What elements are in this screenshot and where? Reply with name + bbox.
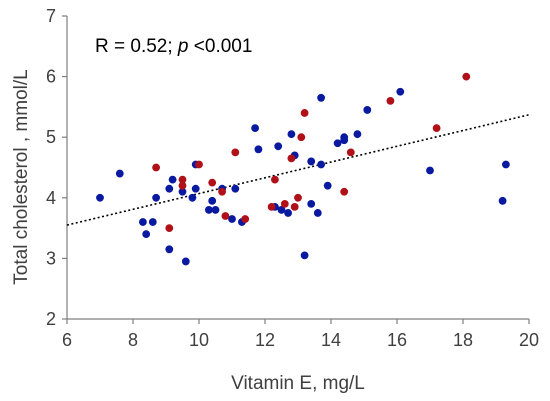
data-point-series-1 bbox=[188, 193, 197, 202]
data-point-series-2 bbox=[221, 212, 230, 220]
data-point-series-1 bbox=[178, 187, 187, 196]
data-point-series-1 bbox=[254, 145, 263, 154]
data-point-series-1 bbox=[142, 230, 151, 239]
data-point-series-1 bbox=[251, 124, 259, 133]
y-tick-label: 7 bbox=[46, 6, 56, 26]
y-axis-title: Total cholesterol , mmol/L bbox=[11, 69, 32, 284]
x-tick-label: 6 bbox=[62, 330, 72, 350]
data-point-series-2 bbox=[152, 163, 161, 172]
data-point-series-2 bbox=[462, 72, 471, 81]
data-point-series-1 bbox=[317, 93, 325, 102]
data-point-series-1 bbox=[165, 184, 174, 193]
data-point-series-1 bbox=[396, 87, 405, 96]
data-point-series-1 bbox=[205, 206, 213, 214]
data-points bbox=[96, 72, 510, 266]
data-point-series-2 bbox=[287, 154, 296, 163]
data-point-series-1 bbox=[307, 199, 316, 208]
data-point-series-2 bbox=[178, 181, 187, 190]
annotation-suffix: <0.001 bbox=[189, 36, 253, 57]
data-point-series-1 bbox=[208, 196, 217, 205]
x-tick-label: 12 bbox=[255, 330, 275, 350]
data-point-series-1 bbox=[317, 160, 325, 169]
data-point-series-2 bbox=[178, 175, 187, 184]
y-axis-ticks: 2 3 4 5 6 7 bbox=[46, 6, 67, 329]
y-tick-label: 6 bbox=[46, 67, 56, 87]
x-tick-label: 8 bbox=[128, 330, 138, 350]
data-point-series-1 bbox=[323, 181, 332, 190]
data-point-series-1 bbox=[168, 175, 177, 184]
data-point-series-2 bbox=[432, 124, 441, 133]
data-point-series-1 bbox=[152, 193, 161, 202]
data-point-series-1 bbox=[228, 215, 236, 223]
data-point-series-2 bbox=[271, 175, 279, 184]
annotation-prefix: R = 0.52; bbox=[95, 36, 178, 57]
data-point-series-1 bbox=[148, 218, 157, 226]
data-point-series-2 bbox=[280, 199, 289, 208]
data-point-series-1 bbox=[363, 106, 372, 114]
data-point-series-2 bbox=[340, 187, 349, 196]
data-point-series-1 bbox=[287, 130, 296, 139]
y-tick-label: 5 bbox=[46, 127, 56, 147]
data-point-series-2 bbox=[294, 193, 302, 202]
data-point-series-1 bbox=[502, 160, 510, 169]
y-tick-label: 4 bbox=[46, 188, 56, 208]
data-point-series-1 bbox=[353, 130, 362, 139]
data-point-series-2 bbox=[165, 224, 174, 233]
x-axis-ticks: 6 8 10 12 14 16 18 20 bbox=[62, 319, 539, 350]
data-point-series-1 bbox=[191, 184, 200, 193]
data-point-series-1 bbox=[340, 133, 349, 142]
data-point-series-2 bbox=[231, 148, 240, 157]
data-point-series-1 bbox=[498, 196, 507, 205]
data-point-series-1 bbox=[181, 257, 190, 266]
data-point-series-2 bbox=[195, 160, 203, 169]
data-point-series-1 bbox=[231, 184, 240, 193]
x-tick-label: 20 bbox=[519, 330, 539, 350]
x-tick-label: 16 bbox=[387, 330, 407, 350]
y-tick-label: 2 bbox=[46, 309, 56, 329]
data-point-series-1 bbox=[426, 166, 434, 175]
data-point-series-2 bbox=[267, 202, 276, 211]
data-point-series-2 bbox=[218, 187, 227, 196]
data-point-series-2 bbox=[208, 178, 217, 187]
data-point-series-2 bbox=[346, 148, 355, 157]
y-tick-label: 3 bbox=[46, 248, 56, 268]
data-point-series-2 bbox=[290, 202, 299, 211]
data-point-series-1 bbox=[115, 169, 124, 178]
data-point-series-1 bbox=[274, 142, 283, 151]
data-point-series-1 bbox=[139, 218, 147, 226]
x-tick-label: 18 bbox=[453, 330, 473, 350]
data-point-series-2 bbox=[300, 109, 309, 117]
data-point-series-2 bbox=[241, 215, 250, 223]
data-point-series-1 bbox=[96, 193, 104, 202]
data-point-series-1 bbox=[165, 245, 174, 254]
data-point-series-1 bbox=[313, 209, 322, 217]
data-point-series-2 bbox=[386, 96, 395, 105]
correlation-annotation: R = 0.52; p <0.001 bbox=[95, 36, 252, 57]
x-tick-label: 14 bbox=[321, 330, 341, 350]
data-point-series-1 bbox=[307, 157, 316, 166]
x-tick-label: 10 bbox=[189, 330, 209, 350]
plot-area: 6 8 10 12 14 16 18 20 2 3 4 5 6 7 bbox=[46, 6, 539, 350]
annotation-p-symbol: p bbox=[177, 36, 189, 57]
data-point-series-1 bbox=[333, 139, 342, 148]
data-point-series-1 bbox=[277, 206, 286, 214]
x-axis-title: Vitamin E, mg/L bbox=[231, 373, 365, 394]
data-point-series-1 bbox=[211, 206, 220, 214]
data-point-series-1 bbox=[284, 209, 292, 217]
data-point-series-2 bbox=[297, 133, 306, 142]
data-point-series-1 bbox=[300, 251, 309, 260]
